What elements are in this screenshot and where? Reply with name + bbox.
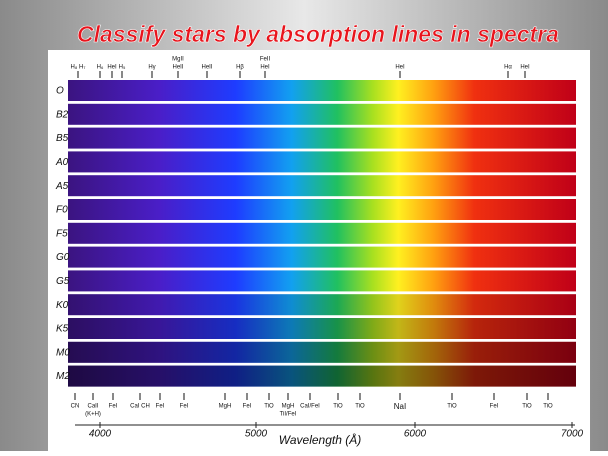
line-label-bottom: FeI xyxy=(156,404,165,410)
axis-tick-label: 4000 xyxy=(89,429,112,440)
line-label-bottom: FeI xyxy=(490,404,499,410)
line-label-bottom: FeI xyxy=(109,404,118,410)
band-shading xyxy=(68,342,576,363)
line-label-bottom: CaII xyxy=(87,404,98,410)
class-label: K5 xyxy=(56,324,69,335)
spectrum-strip xyxy=(68,175,576,196)
class-label: A5 xyxy=(55,181,69,192)
line-label-bottom: TiO xyxy=(543,404,553,410)
class-label: F0 xyxy=(56,205,68,216)
line-label-bottom: TiO xyxy=(447,404,457,410)
line-label-top: H₆ xyxy=(97,65,104,71)
class-label: A0 xyxy=(55,157,69,168)
line-label-bottom: CaI/FeI xyxy=(300,404,320,410)
axis-label: Wavelength (Å) xyxy=(279,432,361,447)
line-label-top: HeII xyxy=(201,65,212,71)
line-label-top: Hγ xyxy=(148,65,155,71)
class-label: M0 xyxy=(56,347,70,358)
class-label: G5 xyxy=(56,276,70,287)
line-label-bottom: TiO xyxy=(333,404,343,410)
line-label-bottom: TiI/FeI xyxy=(280,412,297,418)
class-label: F5 xyxy=(56,228,68,239)
axis-tick-label: 6000 xyxy=(404,429,427,440)
line-label-bottom: FeI xyxy=(180,404,189,410)
line-label-top: Hα xyxy=(504,65,512,71)
line-label-bottom: MgH xyxy=(219,404,232,410)
spectrum-strip xyxy=(68,80,576,101)
spectrum-strip xyxy=(68,247,576,268)
band-shading xyxy=(68,366,576,387)
line-label-bottom: CaI CH xyxy=(130,404,150,410)
line-label-bottom: NaI xyxy=(394,402,406,411)
line-label-top: HeI xyxy=(260,65,270,71)
line-label-top: Hβ xyxy=(236,65,244,71)
spectrum-strip xyxy=(68,270,576,291)
class-label: M2 xyxy=(56,371,70,382)
slide-title: Classify stars by absorption lines in sp… xyxy=(77,21,559,47)
line-label-bottom: TiO xyxy=(355,404,365,410)
band-shading xyxy=(68,294,576,315)
spectrum-strip xyxy=(68,128,576,149)
line-label-top: HeI xyxy=(520,65,530,71)
line-label-top: HeI xyxy=(395,65,405,71)
spectrum-strip xyxy=(68,151,576,172)
line-label-bottom: CN xyxy=(71,404,80,410)
band-shading xyxy=(68,318,576,339)
line-label-top: HeII xyxy=(172,65,183,71)
line-label-bottom: TiO xyxy=(522,404,532,410)
line-label-bottom: (K+H) xyxy=(85,412,101,418)
line-label-bottom: FeI xyxy=(243,404,252,410)
spectrum-strip xyxy=(68,104,576,125)
line-label-top: MgII xyxy=(172,57,184,63)
axis-tick-label: 7000 xyxy=(561,429,584,440)
line-label-top: FeII xyxy=(260,57,271,63)
spectrum-strip xyxy=(68,199,576,220)
line-label-bottom: MgH xyxy=(282,404,295,410)
class-label: K0 xyxy=(56,300,69,311)
line-label-bottom: TiO xyxy=(264,404,274,410)
line-label-top: H₈ H₇ xyxy=(71,65,86,71)
class-label: B2 xyxy=(56,109,69,120)
class-label: G0 xyxy=(56,252,70,263)
class-label: B5 xyxy=(56,133,69,144)
axis-tick-label: 5000 xyxy=(245,429,268,440)
slide: Classify stars by absorption lines in sp… xyxy=(0,0,608,451)
class-label: O xyxy=(56,86,64,97)
line-label-top: H₅ xyxy=(119,65,126,71)
line-label-top: HeI xyxy=(107,65,117,71)
spectrum-strip xyxy=(68,223,576,244)
